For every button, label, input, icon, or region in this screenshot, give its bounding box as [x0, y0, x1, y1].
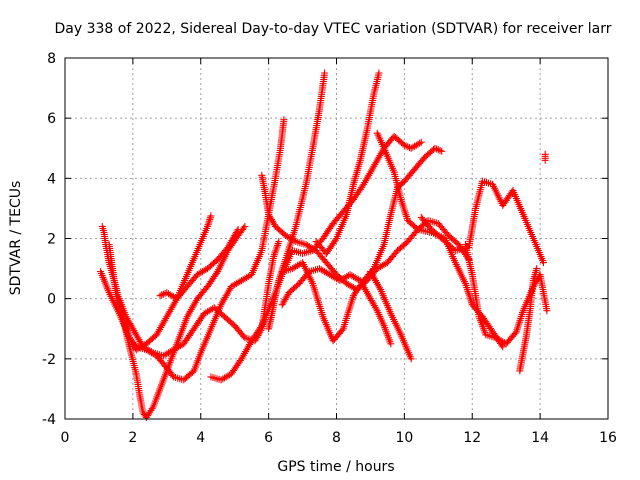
x-axis-title: GPS time / hours	[277, 459, 394, 475]
data-point-markers	[417, 177, 547, 267]
x-tick-label: 6	[264, 430, 273, 446]
data-point-markers	[312, 69, 383, 257]
y-tick-label: 8	[47, 51, 56, 67]
tick-labels: 0 2 4 6 8 10 12 14 16 -4 -2 0 2 4 6 8	[42, 51, 617, 446]
x-tick-label: 12	[463, 430, 481, 446]
y-tick-label: 2	[47, 232, 56, 248]
data-point-markers	[265, 69, 329, 333]
series-track-11	[312, 69, 383, 257]
x-tick-label: 8	[332, 430, 341, 446]
x-tick-label: 4	[196, 430, 205, 446]
y-tick-label: -2	[42, 352, 56, 368]
x-tick-label: 2	[128, 430, 137, 446]
data-point-markers	[462, 241, 551, 348]
series-track-15	[462, 241, 551, 348]
x-tick-label: 16	[599, 430, 617, 446]
axis-ticks	[64, 57, 609, 420]
x-tick-label: 10	[395, 430, 413, 446]
series-track-8	[265, 69, 329, 333]
data-point-markers	[156, 226, 242, 303]
x-tick-label: 14	[531, 430, 549, 446]
data-point-markers	[366, 268, 415, 363]
series-track-5	[156, 226, 242, 303]
y-tick-label: -4	[42, 412, 56, 428]
y-axis-title: SDTVAR / TECUs	[8, 181, 24, 296]
data-point-markers	[541, 150, 549, 164]
y-tick-label: 6	[47, 111, 56, 127]
chart-title: Day 338 of 2022, Sidereal Day-to-day VTE…	[55, 21, 612, 37]
series-track-10	[278, 265, 395, 348]
data-point-markers	[516, 265, 541, 375]
series-track-17	[541, 150, 549, 164]
data-marks	[97, 69, 551, 421]
series-track-14	[417, 177, 547, 267]
x-tick-label: 0	[61, 430, 70, 446]
series-track-3	[105, 116, 288, 384]
data-point-markers	[278, 265, 395, 348]
y-tick-label: 0	[47, 292, 56, 308]
series-track-16	[516, 265, 541, 375]
series-track-12	[366, 268, 415, 363]
data-point-markers	[105, 116, 288, 384]
y-tick-label: 4	[47, 171, 56, 187]
